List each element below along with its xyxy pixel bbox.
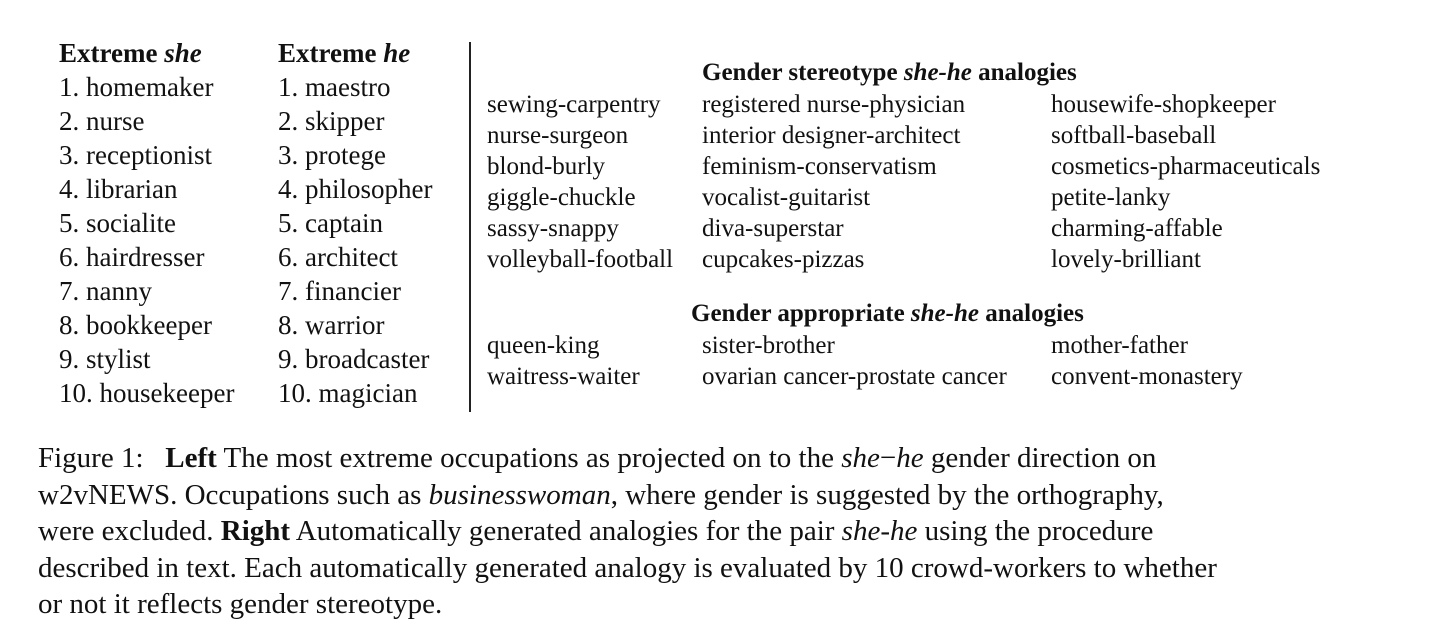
extreme-he-column: Extreme he 1. maestro 2. skipper 3. prot… <box>278 36 433 410</box>
table-cell: cosmetics-pharmaceuticals <box>1051 153 1321 180</box>
extreme-she-list: 1. homemaker 2. nurse 3. receptionist 4.… <box>59 70 234 410</box>
table-cell: convent-monastery <box>1051 363 1243 390</box>
appropriate-analogies-title: Gender appropriate she-he analogies <box>691 300 1084 327</box>
table-cell: cupcakes-pizzas <box>702 246 865 273</box>
list-item: 4. librarian <box>59 174 178 204</box>
table-cell: diva-superstar <box>702 215 844 242</box>
list-item: 10. housekeeper <box>59 378 235 408</box>
figure-caption: Figure 1: Left The most extreme occupati… <box>38 440 1378 623</box>
table-cell: waitress-waiter <box>487 363 640 390</box>
list-item: 2. skipper <box>278 106 385 136</box>
list-item: 2. nurse <box>59 106 145 136</box>
table-cell: softball-baseball <box>1051 122 1217 149</box>
list-item: 1. maestro <box>278 72 391 102</box>
table-cell: blond-burly <box>487 153 606 180</box>
table-cell: interior designer-architect <box>702 122 961 149</box>
list-item: 3. protege <box>278 140 386 170</box>
list-item: 4. philosopher <box>278 174 433 204</box>
extreme-he-list: 1. maestro 2. skipper 3. protege 4. phil… <box>278 70 433 410</box>
table-cell: giggle-chuckle <box>487 184 636 211</box>
table-cell: sewing-carpentry <box>487 91 661 118</box>
list-item: 8. bookkeeper <box>59 310 212 340</box>
list-item: 9. broadcaster <box>278 344 430 374</box>
caption-line: described in text. Each automatically ge… <box>38 551 1217 584</box>
table-cell: sassy-snappy <box>487 215 619 242</box>
list-item: 3. receptionist <box>59 140 212 170</box>
list-item: 6. hairdresser <box>59 242 205 272</box>
list-item: 1. homemaker <box>59 72 214 102</box>
table-cell: nurse-surgeon <box>487 122 629 149</box>
caption-line: Figure 1: Left The most extreme occupati… <box>38 442 1157 474</box>
table-cell: sister-brother <box>702 332 835 359</box>
table-cell: volleyball-football <box>487 246 674 273</box>
table-cell: mother-father <box>1051 332 1188 359</box>
table-cell: queen-king <box>487 332 600 359</box>
table-cell: ovarian cancer-prostate cancer <box>702 363 1007 390</box>
list-item: 9. stylist <box>59 344 151 374</box>
list-item: 7. nanny <box>59 276 152 306</box>
table-cell: registered nurse-physician <box>702 91 966 118</box>
list-item: 7. financier <box>278 276 401 306</box>
table-cell: lovely-brilliant <box>1051 246 1201 273</box>
table-cell: petite-lanky <box>1051 184 1171 211</box>
table-cell: feminism-conservatism <box>702 153 937 180</box>
extreme-he-header: Extreme he <box>278 38 411 68</box>
caption-line: or not it reflects gender stereotype. <box>38 588 443 620</box>
extreme-she-column: Extreme she 1. homemaker 2. nurse 3. rec… <box>59 36 234 410</box>
table-cell: charming-affable <box>1051 215 1223 242</box>
caption-line: were excluded. Right Automatically gener… <box>38 515 1154 547</box>
list-item: 5. captain <box>278 208 383 238</box>
list-item: 5. socialite <box>59 208 176 238</box>
list-item: 8. warrior <box>278 310 385 340</box>
table-cell: vocalist-guitarist <box>702 184 871 211</box>
table-cell: housewife-shopkeeper <box>1051 91 1276 118</box>
extreme-she-header: Extreme she <box>59 38 202 68</box>
list-item: 6. architect <box>278 242 398 272</box>
caption-line: w2vNEWS. Occupations such as businesswom… <box>38 478 1164 511</box>
vertical-divider <box>469 42 471 412</box>
list-item: 10. magician <box>278 378 418 408</box>
stereotype-analogies-title: Gender stereotype she-he analogies <box>702 59 1077 86</box>
